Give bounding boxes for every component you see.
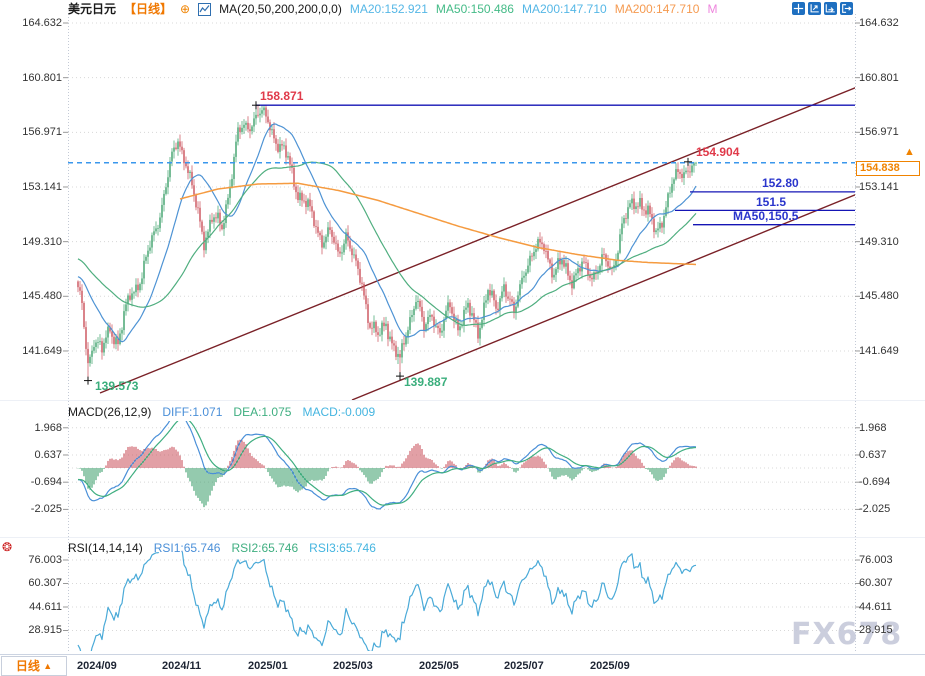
price-axis-label: 156.971 bbox=[859, 126, 899, 139]
time-axis-label: 2025/07 bbox=[504, 660, 544, 672]
swing-high-label: 158.871 bbox=[260, 89, 304, 103]
macd-axis-label: -2.025 bbox=[30, 503, 62, 516]
macd-header: MACD(26,12,9) DIFF:1.071 DEA:1.075 MACD:… bbox=[68, 405, 375, 419]
pan-crosshair-icon[interactable] bbox=[792, 2, 805, 15]
rsi-axis-label: 28.915 bbox=[28, 624, 62, 637]
macd-axis-label: -0.694 bbox=[30, 476, 62, 489]
price-axis-label: 149.310 bbox=[859, 235, 899, 248]
chart-toolbar bbox=[792, 2, 853, 15]
time-axis-scale-icon[interactable] bbox=[824, 2, 837, 15]
chart-header: 美元日元 【日线】 ⊕ MA(20,50,200,200,0,0) MA20:1… bbox=[68, 2, 717, 16]
time-axis-label: 2025/05 bbox=[419, 660, 459, 672]
time-axis-label: 2024/09 bbox=[77, 660, 117, 672]
support-level-label: 152.80 bbox=[762, 176, 799, 190]
ma-settings-label[interactable]: MA(20,50,200,200,0,0) bbox=[219, 2, 342, 16]
rsi1-value: RSI1:65.746 bbox=[153, 541, 221, 555]
period-dropdown-arrow-icon: ▲ bbox=[43, 661, 53, 671]
recent-high-label: 154.904 bbox=[696, 145, 740, 159]
time-axis-bar: 日线 ▲ bbox=[0, 654, 925, 676]
price-up-arrow-icon: ▲ bbox=[904, 146, 915, 158]
rsi-params[interactable]: RSI(14,14,14) bbox=[68, 541, 143, 555]
ma50-value: MA50:150.486 bbox=[435, 2, 514, 16]
timeframe-tag[interactable]: 【日线】 bbox=[124, 2, 173, 16]
macd-diff-value: DIFF:1.071 bbox=[162, 405, 223, 419]
exit-chart-icon[interactable] bbox=[840, 2, 853, 15]
add-indicator-icon[interactable]: ⊕ bbox=[180, 2, 191, 16]
rsi-axis-label: 44.611 bbox=[29, 600, 62, 613]
symbol-name: 美元日元 bbox=[68, 2, 117, 16]
macd-hist-value: MACD:-0.009 bbox=[302, 405, 376, 419]
rsi-header: RSI(14,14,14) RSI1:65.746 RSI2:65.746 RS… bbox=[68, 541, 376, 555]
time-axis-label: 2025/03 bbox=[333, 660, 373, 672]
panel-separator bbox=[0, 537, 925, 538]
time-axis-label: 2024/11 bbox=[162, 660, 202, 672]
rsi-axis-label: 76.003 bbox=[859, 554, 893, 566]
price-axis-label: 141.649 bbox=[22, 344, 62, 357]
price-axis-label: 145.480 bbox=[22, 290, 62, 303]
price-axis-label: 149.310 bbox=[22, 235, 62, 248]
indicator-settings-icon[interactable]: ❂ bbox=[2, 540, 13, 554]
support-level-label: MA50,150.5 bbox=[733, 209, 799, 223]
price-axis-label: 156.971 bbox=[22, 126, 62, 139]
rsi3-value: RSI3:65.746 bbox=[309, 541, 376, 555]
rsi-axis-label: 76.003 bbox=[28, 554, 62, 566]
macd-dea-value: DEA:1.075 bbox=[233, 405, 292, 419]
extra-indicator-label: M bbox=[707, 2, 718, 16]
macd-axis-label: 1.968 bbox=[34, 421, 62, 434]
support-level-label: 151.5 bbox=[756, 195, 787, 209]
macd-axis-label: 0.637 bbox=[34, 448, 62, 461]
macd-axis-label: 1.968 bbox=[859, 421, 887, 434]
current-price-badge: 154.838 bbox=[856, 161, 920, 176]
price-axis-label: 160.801 bbox=[22, 71, 62, 84]
price-axis-label: 164.632 bbox=[22, 17, 62, 29]
swing-low-label: 139.573 bbox=[95, 379, 139, 393]
price-axis-label: 153.141 bbox=[859, 180, 899, 193]
price-axis-label: 145.480 bbox=[859, 290, 899, 303]
rsi2-value: RSI2:65.746 bbox=[231, 541, 299, 555]
rsi-axis-label: 60.307 bbox=[859, 577, 893, 590]
macd-axis-label: -0.694 bbox=[859, 476, 891, 489]
chart-type-icon[interactable] bbox=[198, 2, 212, 16]
price-axis-label: 153.141 bbox=[22, 180, 62, 193]
panel-separator bbox=[0, 400, 925, 401]
price-axis-label: 160.801 bbox=[859, 71, 899, 84]
ma200-value-2: MA200:147.710 bbox=[614, 2, 700, 16]
price-axis-label: 164.632 bbox=[859, 17, 899, 29]
period-selector[interactable]: 日线 ▲ bbox=[1, 656, 67, 676]
macd-axis-label: -2.025 bbox=[859, 503, 891, 516]
macd-params[interactable]: MACD(26,12,9) bbox=[68, 405, 152, 419]
rsi-axis-label: 28.915 bbox=[859, 624, 893, 637]
period-label: 日线 bbox=[15, 659, 40, 673]
swing-low-label: 139.887 bbox=[404, 375, 448, 389]
time-axis-label: 2025/01 bbox=[248, 660, 288, 672]
price-axis-scale-icon[interactable] bbox=[808, 2, 821, 15]
ma200-value-1: MA200:147.710 bbox=[521, 2, 607, 16]
rsi-axis-label: 60.307 bbox=[28, 577, 62, 590]
macd-axis-label: 0.637 bbox=[859, 448, 887, 461]
price-axis-label: 141.649 bbox=[859, 344, 899, 357]
rsi-axis-label: 44.611 bbox=[859, 600, 892, 613]
watermark: FX678 bbox=[791, 617, 903, 652]
time-axis-label: 2025/09 bbox=[590, 660, 630, 672]
ma20-value: MA20:152.921 bbox=[349, 2, 428, 16]
